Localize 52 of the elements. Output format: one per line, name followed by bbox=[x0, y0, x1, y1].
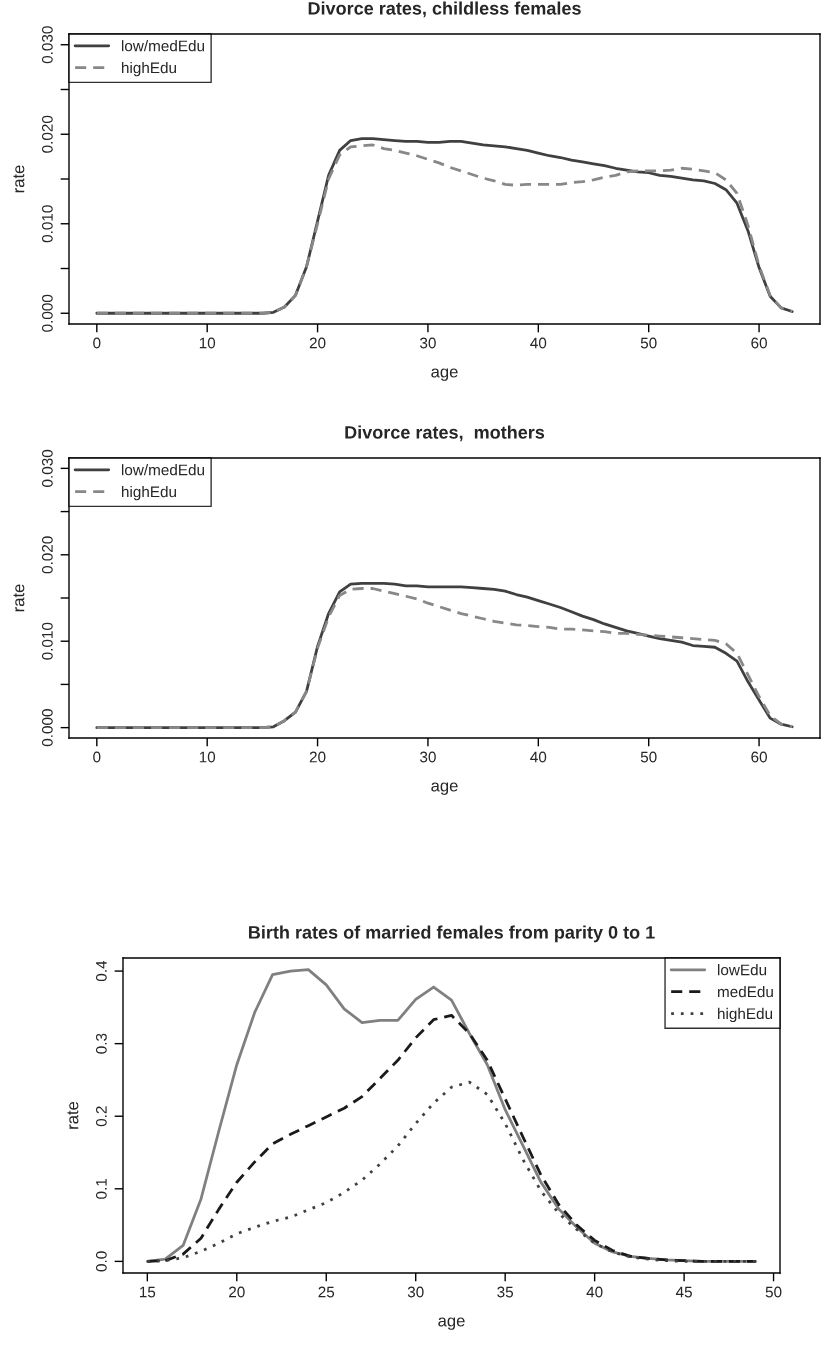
legend-label: lowEdu bbox=[718, 964, 767, 976]
y-tick-label: 0.0 bbox=[95, 1251, 107, 1272]
y-tick-label: 0.3 bbox=[95, 1033, 107, 1054]
chart-title: Birth rates of married females from parity 0 to 1 bbox=[249, 925, 655, 943]
y-tick-label: 0.010 bbox=[41, 622, 53, 660]
y-tick-label: 0.010 bbox=[41, 205, 53, 243]
y-tick-label: 0.020 bbox=[41, 536, 53, 574]
x-tick-label: 45 bbox=[675, 1286, 692, 1298]
x-tick-label: 40 bbox=[530, 337, 547, 349]
x-tick-label: 50 bbox=[765, 1286, 782, 1298]
x-tick-label: 0 bbox=[93, 751, 101, 763]
x-tick-label: 10 bbox=[199, 337, 216, 349]
x-tick-label: 60 bbox=[751, 337, 767, 349]
y-axis-title: rate bbox=[13, 584, 25, 612]
x-tick-label: 60 bbox=[751, 751, 767, 763]
y-tick-label: 0.030 bbox=[41, 449, 53, 487]
x-tick-label: 10 bbox=[199, 751, 216, 763]
x-tick-label: 40 bbox=[530, 751, 547, 763]
x-tick-label: 15 bbox=[140, 1286, 156, 1298]
legend-label: highEdu bbox=[122, 485, 176, 501]
y-tick-label: 0.1 bbox=[95, 1178, 107, 1199]
y-tick-label: 0.000 bbox=[41, 709, 53, 747]
x-tick-label: 50 bbox=[640, 751, 657, 763]
x-tick-label: 35 bbox=[497, 1286, 514, 1298]
x-tick-label: 25 bbox=[318, 1286, 335, 1298]
y-tick-label: 0.2 bbox=[95, 1106, 107, 1127]
y-tick-label: 0.030 bbox=[41, 26, 53, 64]
y-axis-title: rate bbox=[67, 1101, 79, 1129]
chart-title: Divorce rates, childless females bbox=[308, 1, 581, 18]
x-tick-label: 30 bbox=[420, 751, 436, 763]
legend-label: highEdu bbox=[718, 1007, 773, 1023]
x-axis-title: age bbox=[431, 782, 458, 795]
y-tick-label: 0.000 bbox=[41, 294, 53, 332]
y-axis-title: rate bbox=[13, 165, 25, 193]
legend-label: low/medEdu bbox=[121, 40, 204, 52]
x-axis-title: age bbox=[438, 1317, 465, 1330]
x-tick-label: 20 bbox=[309, 751, 326, 763]
x-tick-label: 30 bbox=[420, 337, 436, 349]
y-tick-label: 0.020 bbox=[41, 115, 53, 153]
legend-label: medEdu bbox=[718, 985, 773, 998]
y-tick-label: 0.4 bbox=[95, 960, 107, 982]
x-tick-label: 40 bbox=[586, 1286, 603, 1298]
x-tick-label: 20 bbox=[309, 337, 326, 349]
legend-label: highEdu bbox=[122, 61, 176, 77]
x-tick-label: 0 bbox=[93, 337, 101, 349]
x-tick-label: 50 bbox=[640, 337, 657, 349]
x-tick-label: 20 bbox=[229, 1286, 245, 1298]
legend-label: low/medEdu bbox=[121, 464, 204, 476]
x-axis-title: age bbox=[431, 368, 458, 381]
x-tick-label: 30 bbox=[407, 1286, 424, 1298]
chart-title: Divorce rates, mothers bbox=[345, 425, 545, 442]
line-series bbox=[145, 1080, 758, 1263]
